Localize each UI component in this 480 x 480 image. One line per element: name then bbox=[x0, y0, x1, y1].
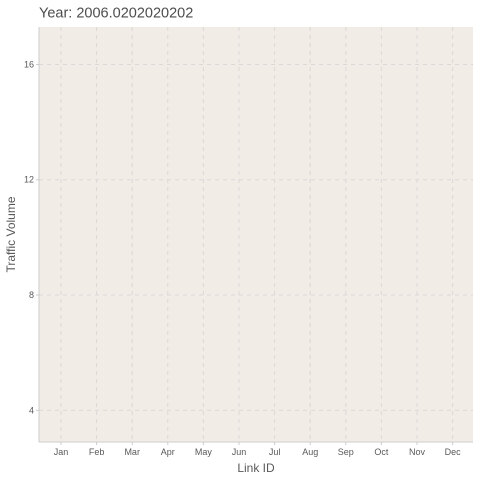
x-tick-label: Apr bbox=[161, 447, 175, 457]
x-ticks: Jan Feb Mar Apr May Jun Jul Aug Sep Oct Nov Dec bbox=[54, 442, 461, 457]
y-ticks: 4 8 12 16 bbox=[24, 59, 39, 415]
x-tick-label: Feb bbox=[89, 447, 105, 457]
x-tick-label: Mar bbox=[124, 447, 140, 457]
x-tick-label: Jul bbox=[269, 447, 281, 457]
x-tick-label: Aug bbox=[302, 447, 318, 457]
x-tick-label: May bbox=[195, 447, 213, 457]
x-axis-label: Link ID bbox=[237, 461, 275, 475]
y-tick-label: 16 bbox=[24, 59, 34, 69]
x-tick-label: Nov bbox=[409, 447, 426, 457]
y-tick-label: 4 bbox=[29, 405, 34, 415]
grid-lines bbox=[39, 27, 473, 442]
x-tick-label: Jun bbox=[232, 447, 247, 457]
y-tick-label: 12 bbox=[24, 175, 34, 185]
x-tick-label: Sep bbox=[338, 447, 354, 457]
x-tick-label: Oct bbox=[374, 447, 389, 457]
y-tick-label: 8 bbox=[29, 290, 34, 300]
plot-panel bbox=[39, 27, 473, 442]
y-axis-label: Traffic Volume bbox=[4, 196, 18, 272]
chart-title: Year: 2006.0202020202 bbox=[39, 6, 193, 22]
x-tick-label: Jan bbox=[54, 447, 69, 457]
x-tick-label: Dec bbox=[445, 447, 462, 457]
